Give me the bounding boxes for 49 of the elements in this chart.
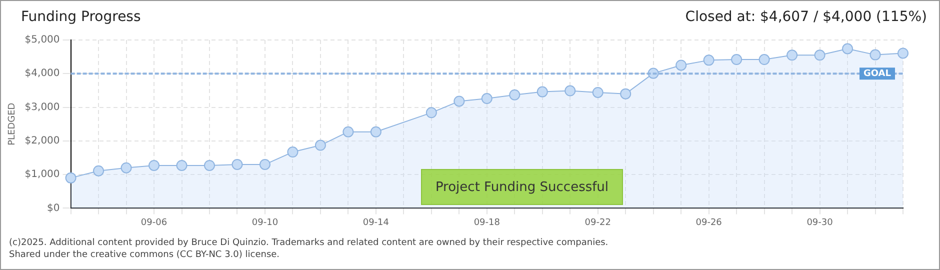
point <box>536 86 548 98</box>
point <box>703 54 714 66</box>
point <box>676 60 687 71</box>
point <box>758 54 770 66</box>
point <box>814 50 826 61</box>
point <box>65 172 76 184</box>
chart-title: Funding Progress <box>21 9 141 25</box>
point <box>120 162 132 174</box>
point <box>259 158 270 170</box>
point <box>426 107 437 118</box>
ref-line-label: GOAL <box>864 68 892 79</box>
y-tick-label: $1,000 <box>24 169 60 180</box>
point <box>176 160 188 171</box>
y-tick-label: $2,000 <box>24 136 60 147</box>
point <box>898 48 908 59</box>
y-tick-label: $0 <box>47 202 60 214</box>
point <box>731 54 742 66</box>
point <box>870 49 881 60</box>
text: (c)2025. Additional content provided by Bruce Di Quinzio. Trademarks and related content are owned by their respective companies. <box>9 237 608 249</box>
point <box>93 165 104 176</box>
point <box>786 50 798 61</box>
point <box>314 140 326 151</box>
y-axis-title: PLEDGED <box>8 102 18 146</box>
x-tick-label: 09-30 <box>806 218 834 228</box>
annotation: Project Funding Successful <box>421 169 623 205</box>
point <box>454 96 465 107</box>
x-tick-label: 09-06 <box>140 218 168 228</box>
point <box>592 86 604 98</box>
point <box>342 126 354 138</box>
point <box>148 160 160 171</box>
y-tick-label: $3,000 <box>24 102 60 113</box>
x-tick-label: 09-14 <box>362 218 390 228</box>
x-tick-label: 09-22 <box>584 218 611 228</box>
x-tick-label: 09-26 <box>696 218 722 228</box>
point <box>842 43 854 54</box>
point <box>287 146 298 158</box>
y-tick-label: $5,000 <box>24 34 60 46</box>
y-tick-label: $4,000 <box>24 68 60 80</box>
text: Closed at: $4,607 / $4,000 (115%) <box>685 9 927 25</box>
x-tick-label: 09-10 <box>252 218 278 228</box>
point <box>232 158 243 170</box>
point <box>204 160 215 171</box>
point <box>370 126 382 138</box>
text: Shared under the creative commons (CC BY-NC 3.0) license. <box>9 249 281 261</box>
point <box>564 85 576 96</box>
point <box>481 93 492 104</box>
point <box>509 89 520 100</box>
point <box>620 88 632 100</box>
x-tick-label: 09-18 <box>474 218 500 228</box>
